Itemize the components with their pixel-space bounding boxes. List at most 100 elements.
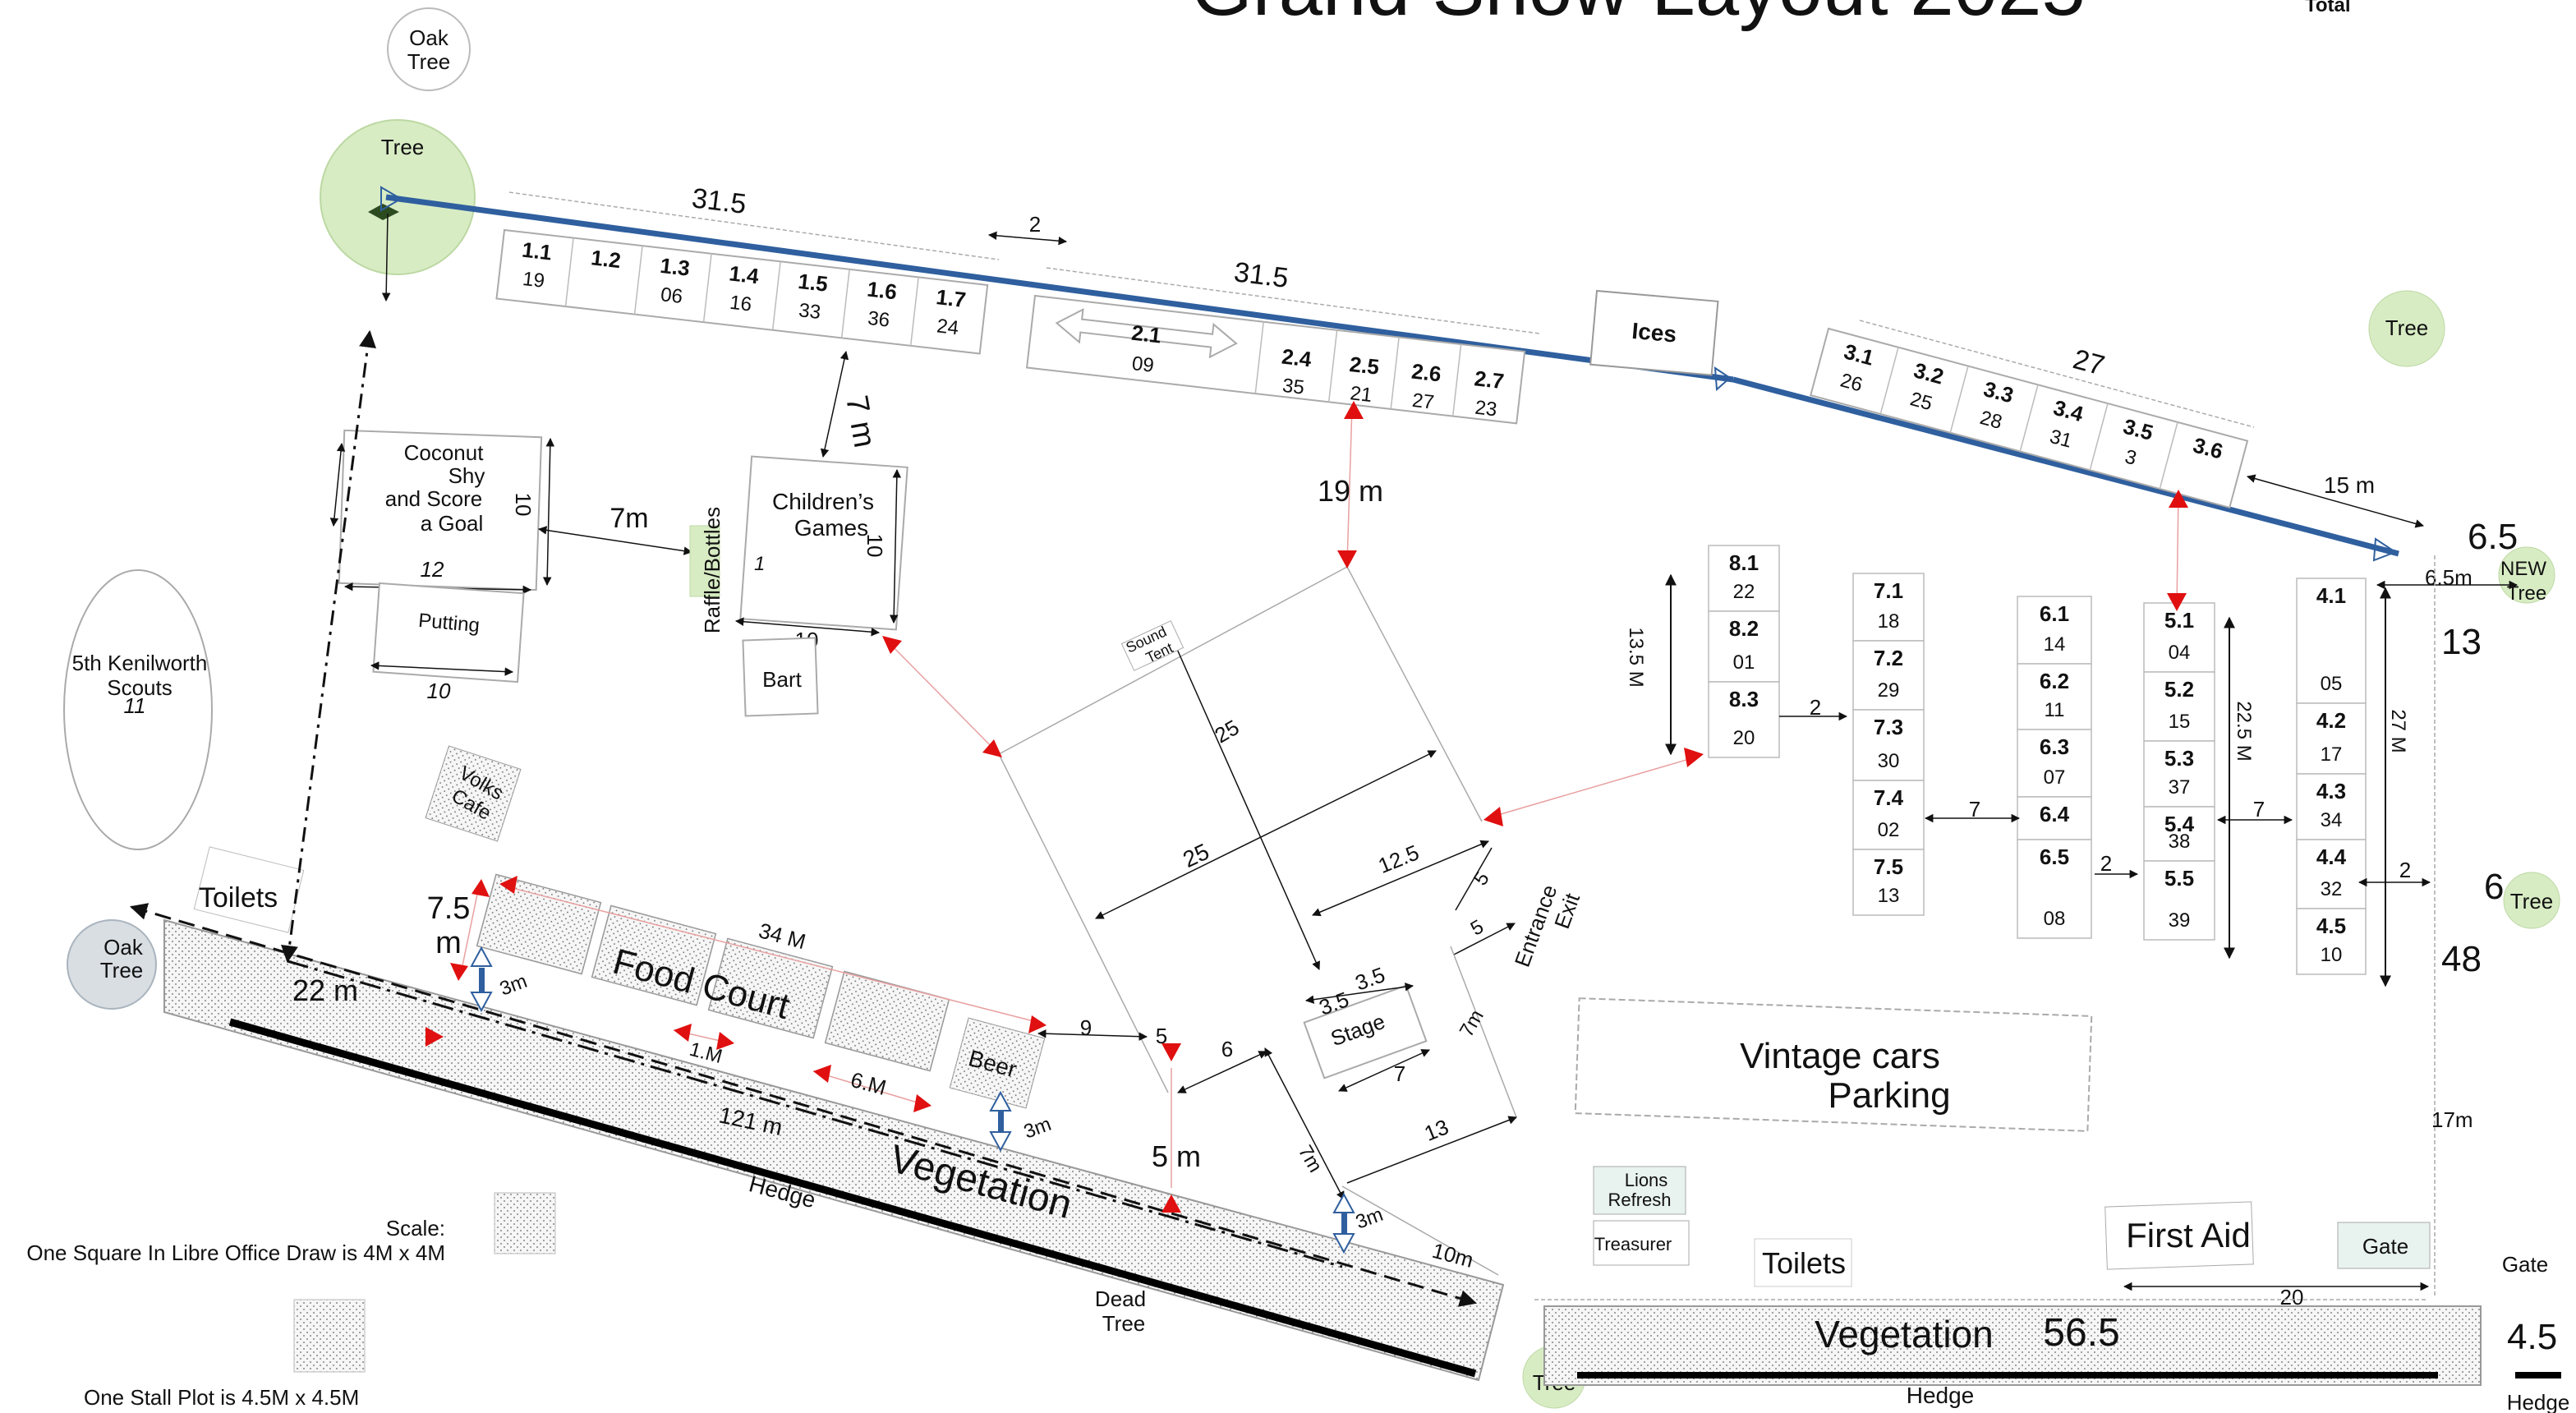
stall-box[interactable] [2143, 860, 2215, 941]
childrens-games[interactable]: Children’s Games 10 10 1 [734, 455, 908, 652]
food-court[interactable] [476, 873, 950, 1072]
stall-box[interactable] [2017, 663, 2092, 730]
stall-id: 6.3 [2040, 734, 2069, 759]
stall-number: 17 [2321, 743, 2343, 766]
stall-number: 15 [2169, 711, 2191, 733]
stall-number: 20 [1733, 727, 1755, 749]
stage[interactable]: Stage 7 3.5 3.5 [1303, 962, 1430, 1092]
stall-id: 8.1 [1729, 550, 1759, 575]
stall-box[interactable] [1708, 681, 1780, 758]
food-stall[interactable] [707, 937, 834, 1039]
top-mid-run: 31.5 [1232, 256, 1290, 294]
stall-number: 36 [867, 307, 891, 332]
stall-box[interactable] [2017, 729, 2092, 798]
lions-refresh[interactable]: Lions Refresh [1593, 1166, 1686, 1215]
right-6-5m: 6.5m [2425, 565, 2472, 590]
dim-7b: 7 [2253, 797, 2265, 822]
coconut-12: 12 [421, 557, 444, 582]
stall-column-4: 4.1 05 4.2 17 4.3 34 4.4 32 4.5 10 [2296, 578, 2367, 975]
beer-stall[interactable]: Beer [949, 1017, 1046, 1109]
toilets-left[interactable]: Toilets [193, 846, 305, 933]
stall-id: 8.2 [1729, 616, 1759, 641]
coconut-10: 10 [511, 493, 536, 517]
stall-id: 5.1 [2164, 608, 2194, 633]
dim-7-5-m: m [435, 926, 462, 960]
gate-box[interactable]: Gate [2337, 1222, 2431, 1269]
stall-box[interactable] [1852, 640, 1925, 711]
tri-25b: 25 [1179, 839, 1212, 872]
stall-number: 05 [2321, 673, 2343, 695]
stall-box[interactable] [2017, 839, 2092, 939]
stall-box[interactable] [2296, 908, 2367, 975]
food-stall[interactable] [476, 873, 602, 975]
dim-2a: 2 [1810, 695, 1821, 720]
stall-box[interactable] [2296, 578, 2367, 704]
seven-m: 7 m [839, 393, 881, 450]
vintage-parking[interactable]: Vintage cars Parking [1574, 997, 2093, 1132]
volks-cafe[interactable]: Volks Cafe [425, 745, 522, 842]
stall-id: 6.4 [2040, 802, 2070, 826]
stall-box[interactable] [2143, 671, 2215, 742]
scouts-area[interactable]: 5th Kenilworth Scouts 11 [63, 569, 213, 850]
stall-id: 4.1 [2316, 583, 2346, 608]
stall-box[interactable] [2143, 806, 2215, 862]
stall-box[interactable] [2296, 773, 2367, 840]
tree-right: Tree [2368, 290, 2445, 367]
putting-area[interactable]: Putting 10 [370, 582, 525, 703]
stall-id: 5.3 [2164, 746, 2194, 771]
stall-box[interactable] [1852, 573, 1925, 642]
coconut-line-3: and Score [385, 486, 483, 511]
ices-gap: 15 m [2324, 472, 2375, 498]
stall-box[interactable] [1708, 610, 1780, 683]
dim-3m-b: 3m [1021, 1113, 1055, 1144]
scale-legend: Scale: One Square In Libre Office Draw i… [26, 1192, 556, 1410]
stall-number: 18 [1878, 610, 1900, 633]
stall-number: 11 [2045, 699, 2065, 721]
stall-number: 29 [1878, 679, 1900, 702]
stall-number: 01 [1733, 651, 1755, 674]
right-6-5: 6.5 [2468, 517, 2518, 557]
dim-9: 9 [1080, 1015, 1092, 1040]
stall-number: 08 [2044, 908, 2066, 930]
raffle-bottles[interactable]: Raffle/Bottles [689, 507, 724, 633]
stall-id: 7.3 [1874, 715, 1903, 739]
stall-box[interactable] [2017, 596, 2092, 665]
dim-5: 5 [1156, 1024, 1167, 1048]
coconut-shy[interactable]: Coconut Shy and Score a Goal 10 12 [329, 429, 555, 595]
food-stall[interactable] [824, 970, 950, 1072]
sound-tent[interactable]: Sound Tent [1120, 620, 1184, 671]
stall-id: 4.2 [2316, 708, 2346, 733]
tree-to-walkway [381, 213, 391, 302]
bart-stall[interactable]: Bart [742, 637, 819, 717]
entrance-exit[interactable]: Entrance Exit [1510, 881, 1585, 970]
stall-box[interactable] [1852, 849, 1925, 916]
stall-id: 1.7 [935, 284, 967, 312]
stall-box[interactable] [1708, 545, 1780, 612]
stall-box[interactable] [2296, 839, 2367, 909]
stall-number: 27 [1411, 389, 1436, 414]
stall-box[interactable] [1852, 709, 1925, 781]
stall-box[interactable] [2143, 740, 2215, 808]
stall-id: 5.5 [2164, 866, 2194, 891]
vegetation-bottom-label: Vegetation [1815, 1313, 1993, 1355]
ices-stand[interactable]: Ices [1589, 289, 1719, 376]
toilets-bottom-label: Toilets [1762, 1246, 1846, 1280]
top-left-run: 31.5 [690, 182, 748, 220]
stall-text: One Stall Plot is 4.5M x 4.5M [84, 1385, 359, 1410]
dim-7a: 7 [1969, 797, 1980, 822]
dim-13: 13 [1421, 1114, 1452, 1146]
stall-number: 30 [1878, 750, 1900, 772]
putting-label: Putting [417, 610, 481, 637]
treasurer[interactable]: Treasurer [1593, 1220, 1690, 1266]
walkway-mid [287, 960, 1343, 1268]
food-stall[interactable] [591, 904, 717, 1006]
toilets-left-label: Toilets [199, 882, 278, 914]
first-aid[interactable]: First Aid [2104, 1201, 2254, 1270]
gate-box-label: Gate [2362, 1234, 2408, 1259]
stall-id: 1.5 [797, 269, 829, 297]
toilets-bottom[interactable]: Toilets [1754, 1238, 1852, 1287]
stall-id: 2.6 [1410, 359, 1442, 387]
new-tree-label-1: NEW [2500, 558, 2546, 580]
stall-id: 2.4 [1281, 344, 1313, 372]
